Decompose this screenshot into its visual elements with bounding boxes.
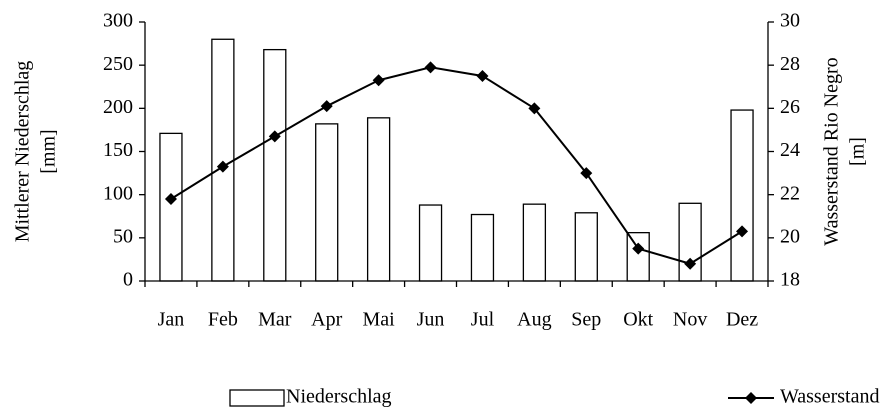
y2-tick-label: 18 <box>780 269 800 291</box>
x-tick-label: Mai <box>363 309 396 331</box>
bar <box>263 48 287 282</box>
y-tick-label: 300 <box>103 10 133 32</box>
x-tick-label: Jul <box>471 309 495 331</box>
y-tick-label: 50 <box>113 225 133 247</box>
x-tick-label: Nov <box>673 309 707 331</box>
y-tick-label: 250 <box>103 53 133 75</box>
line-marker <box>268 130 281 143</box>
x-tick-label: Apr <box>311 309 342 331</box>
line-marker <box>580 167 593 180</box>
y2-tick-label: 20 <box>780 225 800 247</box>
line-marker <box>320 100 333 113</box>
x-tick-label: Jan <box>158 309 185 331</box>
x-tick-label: Feb <box>208 309 238 331</box>
y-tick-label: 100 <box>103 182 133 204</box>
legend-marker <box>745 392 757 404</box>
y2-tick-label: 28 <box>780 53 800 75</box>
x-tick-label: Okt <box>623 309 653 331</box>
y2-axis-title: [m] <box>847 137 869 166</box>
line <box>170 66 743 265</box>
bar <box>418 204 443 282</box>
line-marker <box>164 192 177 205</box>
x-tick-label: Dez <box>726 309 758 331</box>
bar <box>522 203 547 282</box>
line-marker <box>736 225 749 238</box>
line-marker <box>372 74 385 87</box>
y-tick-label: 0 <box>123 269 133 291</box>
bar <box>366 117 391 282</box>
line-marker <box>632 242 645 255</box>
bar <box>211 38 235 282</box>
bar <box>730 109 754 282</box>
y2-tick-label: 30 <box>780 10 800 32</box>
legend-label: Niederschlag <box>286 386 392 408</box>
x-tick-label: Mar <box>258 309 292 331</box>
x-tick-label: Aug <box>517 309 551 331</box>
y-axis-title: [mm] <box>38 129 60 173</box>
y2-tick-label: 26 <box>780 96 800 118</box>
x-tick-label: Sep <box>571 309 601 331</box>
bar <box>574 212 598 282</box>
line-marker <box>216 160 229 173</box>
x-tick-label: Jun <box>417 309 445 331</box>
y-axis-title: Mittlerer Niederschlag <box>12 61 34 243</box>
y-tick-label: 150 <box>103 139 133 161</box>
line-marker <box>684 257 697 270</box>
bar <box>470 213 495 282</box>
bar <box>315 123 339 282</box>
y-tick-label: 200 <box>103 96 133 118</box>
y2-tick-label: 22 <box>780 182 800 204</box>
line-marker <box>528 102 541 115</box>
y2-axis-title: Wasserstand Rio Negro <box>821 57 843 245</box>
bar <box>159 132 183 282</box>
legend-label: Wasserstand <box>780 386 879 408</box>
legend-swatch <box>229 389 285 407</box>
y2-tick-label: 24 <box>780 139 800 161</box>
line-marker <box>424 61 437 74</box>
line-marker <box>476 69 489 82</box>
bar <box>626 232 650 282</box>
